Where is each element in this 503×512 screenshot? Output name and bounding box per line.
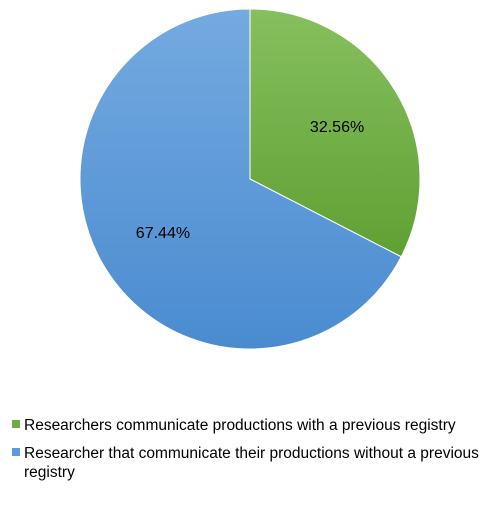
pie-slice-with-registry <box>249 8 421 258</box>
pie-slices <box>79 8 421 350</box>
legend: Researchers communicate productions with… <box>12 416 500 491</box>
data-label-with-registry: 32.56% <box>310 119 364 136</box>
legend-item-without-registry: Researcher that communicate their produc… <box>12 444 500 482</box>
data-label-without-registry: 67.44% <box>136 225 190 242</box>
pie-slice-without-registry <box>79 8 402 350</box>
legend-swatch-blue <box>12 448 20 456</box>
legend-item-with-registry: Researchers communicate productions with… <box>12 416 500 435</box>
legend-swatch-green <box>12 420 20 428</box>
pie-chart: 32.56% 67.44% <box>79 8 421 350</box>
legend-label-with-registry: Researchers communicate productions with… <box>24 417 456 434</box>
legend-label-without-registry: Researcher that communicate their produc… <box>24 445 479 481</box>
pie-data-labels: 32.56% 67.44% <box>136 119 364 242</box>
